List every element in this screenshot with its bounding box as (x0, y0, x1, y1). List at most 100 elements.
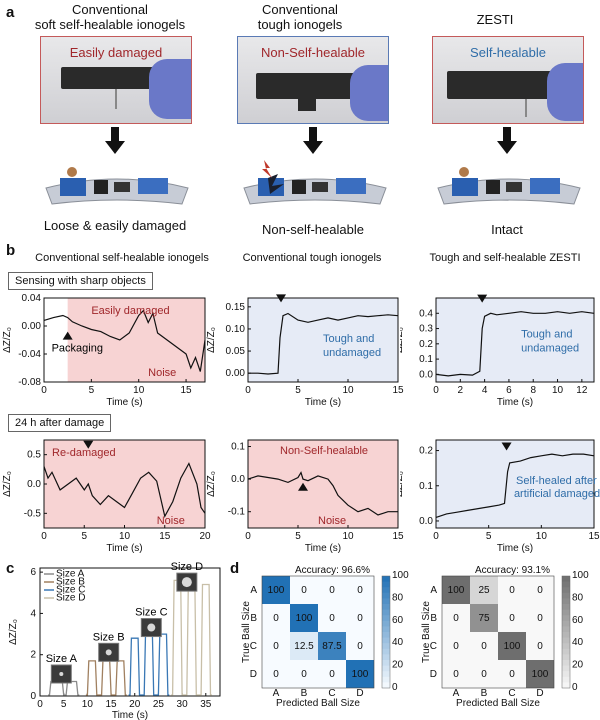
colorbar-tick-label: 100 (572, 570, 589, 581)
heatmap-cell (442, 632, 470, 660)
y-tick-label: 0.00 (226, 368, 246, 379)
cell-value: 0 (481, 669, 487, 680)
colorbar-step (382, 665, 390, 672)
press-block (256, 73, 366, 99)
x-tick-label: 10 (552, 385, 564, 396)
x-tick-label: 6 (506, 385, 512, 396)
x-tick-label: 5 (295, 531, 301, 542)
heatmap-cell (526, 604, 554, 632)
colorbar-step (382, 581, 390, 588)
chart-b3: 0 2 4 6 8 10 12 0.0 0.1 0.2 0.3 0.4 Time (s) ΔZ/Z₀ Tou… (400, 294, 595, 408)
colorbar-step (382, 676, 390, 683)
y-tick-label: 0.3 (419, 324, 433, 335)
heatmap-cell (346, 604, 374, 632)
colorbar-step (382, 615, 390, 622)
x-category-label: C (508, 688, 515, 699)
y-category-label: A (430, 585, 437, 596)
y-tick-label: 0.0 (231, 474, 245, 485)
heatmap-cell (498, 660, 526, 688)
col-b-title-line2: tough ionogels (257, 17, 343, 32)
device-damaged (243, 160, 387, 205)
anno-noise: Noise (318, 515, 346, 527)
heatmap-frame (441, 575, 555, 689)
colorbar-step (562, 682, 570, 689)
colorbar-step (382, 637, 390, 644)
colorbar-tick-label: 0 (572, 682, 578, 693)
colorbar-step (562, 609, 570, 616)
cell-value: 0 (453, 669, 459, 680)
y-tick-label: 2 (30, 650, 36, 661)
anno-tough-1: Tough and (323, 333, 374, 345)
axes-frame (435, 297, 595, 383)
cell-value: 100 (448, 585, 465, 596)
cell-value: 87.5 (322, 641, 342, 652)
chart-b1: 0 5 10 15 -0.08 -0.04 0.00 0.04 Time (s) ΔZ/Z₀ Eas… (2, 293, 206, 408)
anno-noise: Noise (157, 515, 185, 527)
x-tick-label: 15 (392, 385, 404, 396)
x-tick-label: 0 (245, 385, 251, 396)
x-category-label: A (273, 688, 280, 699)
y-tick-label: 0.10 (226, 324, 246, 335)
accuracy-label: Accuracy: 93.1% (475, 565, 550, 576)
x-tick-label: 5 (486, 531, 492, 542)
heatmap-cell (262, 660, 290, 688)
colorbar-step (382, 643, 390, 650)
heatmap-cell (290, 604, 318, 632)
col-a-title-line1: Conventional (72, 2, 148, 17)
cell-value: 0 (537, 585, 543, 596)
colorbar-step (382, 660, 390, 667)
colorbar-tick-label: 100 (392, 570, 409, 581)
panel-a-letter: a (6, 4, 15, 21)
cell-value: 0 (301, 669, 307, 680)
glove (350, 65, 388, 121)
col-b-title: Conventional tough ionogels (205, 2, 395, 32)
sample-ball (181, 577, 192, 588)
colorbar-step (562, 676, 570, 683)
heatmap-cell (498, 576, 526, 604)
anno-re-damaged: Re-damaged (52, 447, 116, 459)
x-category-label: D (536, 688, 543, 699)
y-category-label: D (250, 669, 257, 680)
x-tick-label: 20 (129, 699, 141, 710)
colorbar-step (562, 643, 570, 650)
x-tick-label: 10 (82, 699, 94, 710)
y-axis-label: ΔZ/Z₀ (2, 327, 13, 353)
damage-marker (501, 442, 512, 451)
x-tick-label: 25 (153, 699, 165, 710)
y-tick-label: 0.0 (419, 369, 433, 380)
x-tick-label: 8 (530, 385, 536, 396)
colorbar-step (382, 609, 390, 616)
down-arrow-icon (105, 127, 125, 154)
cell-value: 0 (329, 585, 335, 596)
colorbar-tick-label: 0 (392, 682, 398, 693)
colorbar-step (382, 648, 390, 655)
cell-value: 0 (273, 669, 279, 680)
panel-d-letter: d (230, 560, 240, 577)
colorbar-step (382, 626, 390, 633)
heatmap-cell (346, 660, 374, 688)
col-c-title: ZESTI (400, 12, 590, 27)
series-size-c (128, 629, 170, 696)
chart-b4: 0 5 10 15 20 -0.5 0.0 0.5 Time (s) ΔZ/Z₀ Re-damage… (2, 439, 211, 554)
x-tick-label: 0 (433, 385, 439, 396)
data-trace (248, 312, 399, 375)
colorbar-step (562, 665, 570, 672)
x-tick-label: 0 (433, 531, 439, 542)
y-category-label: D (430, 669, 437, 680)
y-axis-label: ΔZ/Z₀ (206, 327, 217, 353)
row-label-sharp-objects: Sensing with sharp objects (8, 272, 153, 290)
y-tick-label: -0.04 (18, 349, 41, 360)
y-category-label: C (430, 641, 437, 652)
heatmap-cell (318, 632, 346, 660)
anno-tough-2: undamaged (323, 347, 381, 359)
legend-label: Size A (56, 569, 85, 580)
photo-zesti: Self-healable (432, 36, 584, 124)
y-category-label: C (250, 641, 257, 652)
y-axis-label: ΔZ/Z₀ (400, 471, 405, 497)
x-category-label: B (481, 688, 488, 699)
heatmap-cell (262, 632, 290, 660)
anno-noise: Noise (148, 367, 176, 379)
x-tick-label: 15 (180, 385, 192, 396)
x-category-label: A (453, 688, 460, 699)
